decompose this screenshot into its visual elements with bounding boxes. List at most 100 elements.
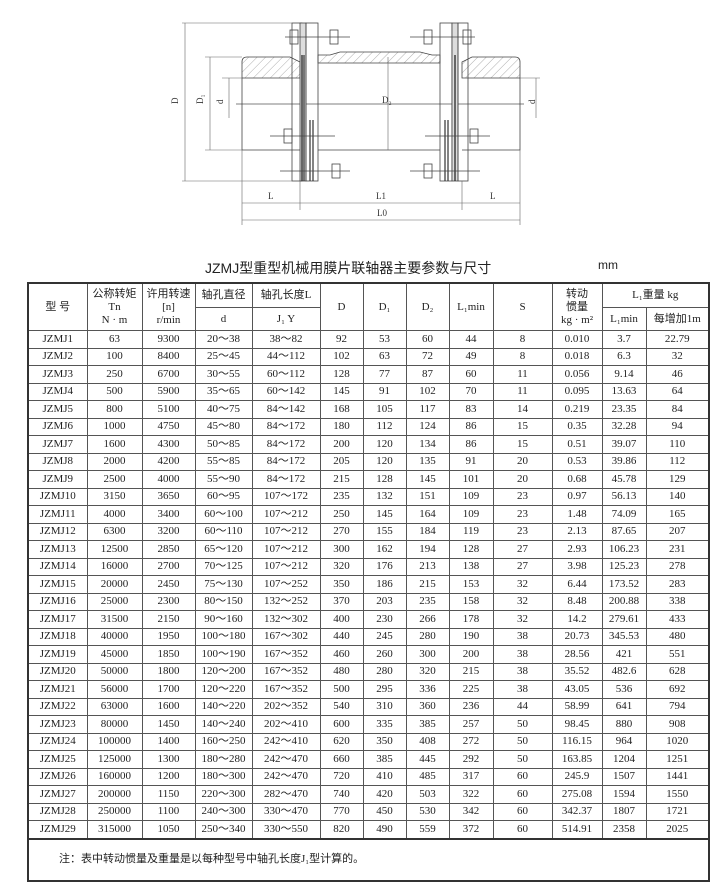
table-row: JZMJ24 100000 1400 160～250 242～410 620 350 408 2… (27, 732, 710, 751)
table-cell: 167～352 (251, 662, 321, 681)
table-row: JZMJ8 2000 4200 55～85 84～172 205 120 135 91 20 0.5… (27, 452, 710, 471)
table-cell: 257 (448, 715, 494, 734)
table-cell: 0.68 (551, 470, 603, 489)
table-cell: 105 (362, 400, 407, 419)
table-cell: 5900 (141, 382, 196, 401)
table-cell: 322 (448, 785, 494, 804)
table-row: JZMJ14 16000 2700 70～125 107～212 320 176 213 138… (27, 557, 710, 576)
table-cell: 167～352 (251, 680, 321, 699)
table-cell: 55～90 (194, 470, 253, 489)
table-cell: 236 (448, 697, 494, 716)
table-cell: 91 (448, 452, 494, 471)
table-row: JZMJ12 6300 3200 60～110 107～212 270 155 184 119 2… (27, 522, 710, 541)
table-row: JZMJ20 50000 1800 120～200 167～352 480 280 320 21… (27, 662, 710, 681)
table-cell: 908 (645, 715, 710, 734)
table-cell: 295 (362, 680, 407, 699)
table-cell: 100 (86, 347, 143, 366)
table-cell: 86 (448, 435, 494, 454)
table-cell: 275.08 (551, 785, 603, 804)
table-cell: 23 (492, 487, 553, 506)
table-cell: 20 (492, 452, 553, 471)
table-cell: 167～302 (251, 627, 321, 646)
table-cell: 107～172 (251, 487, 321, 506)
table-cell: 1100 (141, 802, 196, 821)
table-cell: 140 (645, 487, 710, 506)
table-cell: 151 (405, 487, 450, 506)
table-cell: 165 (645, 505, 710, 524)
table-cell: 266 (405, 610, 450, 629)
table-cell: 132～252 (251, 592, 321, 611)
table-cell: 3.98 (551, 557, 603, 576)
table-cell: 120 (362, 435, 407, 454)
table-cell: 278 (645, 557, 710, 576)
table-cell: 0.010 (551, 330, 603, 349)
table-cell: 800 (86, 400, 143, 419)
table-cell: 1441 (645, 767, 710, 786)
table-cell: JZMJ26 (27, 767, 88, 786)
table-cell: 20 (492, 470, 553, 489)
table-cell: 180～300 (194, 767, 253, 786)
table-cell: 87 (405, 365, 450, 384)
table-cell: 385 (405, 715, 450, 734)
table-cell: 32 (492, 592, 553, 611)
table-cell: 38 (492, 627, 553, 646)
table-cell: 250～340 (194, 820, 253, 839)
table-cell: 160000 (86, 767, 143, 786)
table-cell: 129 (645, 470, 710, 489)
table-cell: 190 (448, 627, 494, 646)
left-hub-section (241, 56, 301, 79)
table-cell: 80000 (86, 715, 143, 734)
table-cell: 482.6 (601, 662, 647, 681)
table-cell: 60 (492, 767, 553, 786)
table-cell: 134 (405, 435, 450, 454)
table-cell: 32 (492, 610, 553, 629)
table-cell: 107～252 (251, 575, 321, 594)
table-cell: 140～240 (194, 715, 253, 734)
spacer-section (317, 51, 441, 64)
table-cell: 410 (362, 767, 407, 786)
table-cell: 138 (448, 557, 494, 576)
table-cell: 215 (319, 470, 364, 489)
table-cell: 200.88 (601, 592, 647, 611)
table-cell: 270 (319, 522, 364, 541)
table-cell: 23 (492, 505, 553, 524)
table-cell: 44 (492, 697, 553, 716)
table-cell: 112 (645, 452, 710, 471)
table-cell: 44～112 (251, 347, 321, 366)
table-cell: JZMJ4 (27, 382, 88, 401)
table-cell: 245 (362, 627, 407, 646)
table-cell: 53 (362, 330, 407, 349)
table-cell: JZMJ5 (27, 400, 88, 419)
table-cell: 330～550 (251, 820, 321, 839)
header-model: 型 号 (27, 282, 88, 331)
table-cell: 207 (645, 522, 710, 541)
table-row: JZMJ26 160000 1200 180～300 242～470 720 410 485 3… (27, 767, 710, 786)
table-cell: 2850 (141, 540, 196, 559)
table-cell: 500 (86, 382, 143, 401)
table-cell: 106.23 (601, 540, 647, 559)
table-cell: JZMJ13 (27, 540, 88, 559)
table-cell: 242～470 (251, 767, 321, 786)
table-cell: 194 (405, 540, 450, 559)
table-cell: 1594 (601, 785, 647, 804)
table-cell: 100～190 (194, 645, 253, 664)
table-row: JZMJ29 315000 1050 250～340 330～550 820 490 559 3… (27, 820, 710, 839)
table-cell: 45.78 (601, 470, 647, 489)
table-cell: JZMJ25 (27, 750, 88, 769)
table-cell: 260 (362, 645, 407, 664)
table-row: JZMJ9 2500 4000 55～90 84～172 215 128 145 101 20 0.… (27, 470, 710, 489)
table-cell: 145 (362, 505, 407, 524)
table-cell: 9300 (141, 330, 196, 349)
table-cell: 39.86 (601, 452, 647, 471)
table-cell: 1251 (645, 750, 710, 769)
table-cell: 184 (405, 522, 450, 541)
table-cell: 13.63 (601, 382, 647, 401)
table-cell: 28.56 (551, 645, 603, 664)
table-cell: JZMJ19 (27, 645, 88, 664)
table-cell: 245.9 (551, 767, 603, 786)
left-disc-pack (305, 22, 319, 182)
table-cell: 0.095 (551, 382, 603, 401)
table-cell: 38～82 (251, 330, 321, 349)
table-cell: 242～410 (251, 732, 321, 751)
header-weight: L₁重量 kg (601, 282, 710, 308)
